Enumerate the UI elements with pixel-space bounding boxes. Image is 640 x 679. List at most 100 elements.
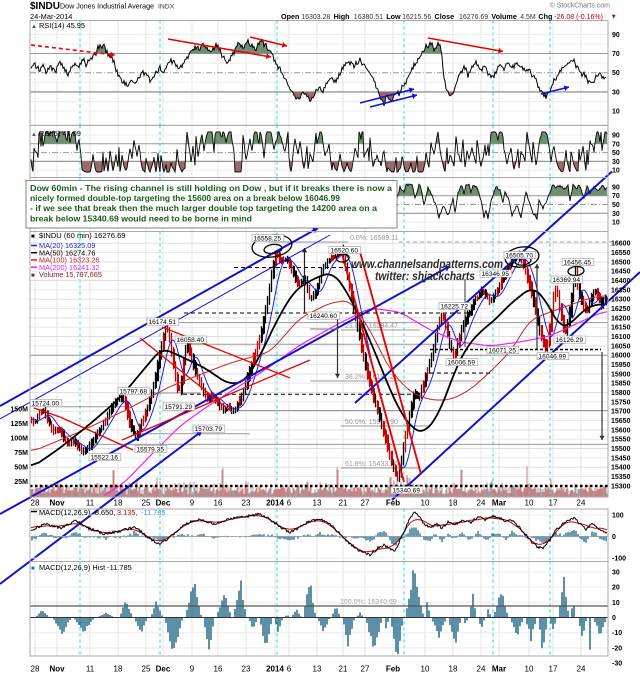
svg-text:30: 30 xyxy=(612,159,620,166)
svg-text:24-Mar-2014: 24-Mar-2014 xyxy=(30,12,72,21)
svg-text:25: 25 xyxy=(142,499,151,508)
svg-text:Dec: Dec xyxy=(156,665,171,674)
svg-text:125M: 125M xyxy=(10,421,28,428)
svg-text:16505.70: 16505.70 xyxy=(506,253,534,260)
svg-text:10: 10 xyxy=(525,499,534,508)
svg-text:16215.56: 16215.56 xyxy=(402,14,431,21)
svg-text:17: 17 xyxy=(549,499,558,508)
svg-text:24: 24 xyxy=(577,665,586,674)
svg-text:© StockCharts.com: © StockCharts.com xyxy=(550,2,611,10)
svg-text:Dec: Dec xyxy=(156,499,171,508)
svg-text:Volume: Volume xyxy=(491,12,516,21)
svg-text:25: 25 xyxy=(142,665,151,674)
svg-text:Low: Low xyxy=(386,12,401,21)
svg-text:- if we see that break then th: - if we see that break then the much lar… xyxy=(30,204,378,213)
svg-text:6: 6 xyxy=(287,499,292,508)
svg-text:90: 90 xyxy=(612,32,620,39)
svg-text:twitter: shjackcharts: twitter: shjackcharts xyxy=(375,269,475,283)
svg-text:23.6%: 16294.47: 23.6%: 16294.47 xyxy=(345,323,398,330)
svg-text:15724.00: 15724.00 xyxy=(32,401,60,408)
svg-text:15750: 15750 xyxy=(611,399,631,406)
svg-text:11: 11 xyxy=(86,499,95,508)
svg-text:24: 24 xyxy=(477,665,486,674)
svg-text:50: 50 xyxy=(612,70,620,77)
svg-text:16046.99: 16046.99 xyxy=(539,354,567,361)
svg-text:10: 10 xyxy=(525,665,534,674)
svg-text:Dow Jones Industrial Average: Dow Jones Industrial Average xyxy=(60,2,154,11)
svg-text:RSI(5) 43.09: RSI(5) 43.09 xyxy=(39,129,81,138)
svg-text:INDX: INDX xyxy=(158,4,175,11)
svg-text:16558.25: 16558.25 xyxy=(254,236,282,243)
svg-text:16520.60: 16520.60 xyxy=(331,248,359,255)
svg-text:-30: -30 xyxy=(612,661,622,668)
svg-text:16346.95: 16346.95 xyxy=(482,271,510,278)
svg-text:11: 11 xyxy=(86,665,95,674)
svg-text:50.0%: 15964.90: 50.0%: 15964.90 xyxy=(345,419,398,426)
svg-text:$INDU (60 min) 16276.69: $INDU (60 min) 16276.69 xyxy=(39,231,126,240)
svg-text:15500: 15500 xyxy=(611,446,631,453)
svg-text:-100: -100 xyxy=(612,556,626,563)
svg-text:15850: 15850 xyxy=(611,381,631,388)
svg-text:16369.94: 16369.94 xyxy=(553,277,581,284)
svg-text:2014: 2014 xyxy=(266,499,284,508)
svg-text:15700: 15700 xyxy=(611,409,631,416)
svg-text:90: 90 xyxy=(612,184,620,191)
svg-text:0.0%: 16589.11: 0.0%: 16589.11 xyxy=(350,235,399,242)
svg-text:Close: Close xyxy=(435,12,455,21)
svg-text:10: 10 xyxy=(612,109,620,116)
svg-text:15340.69: 15340.69 xyxy=(393,488,421,495)
svg-text:16303.28: 16303.28 xyxy=(301,14,330,21)
svg-text:Open: Open xyxy=(281,12,299,21)
svg-text:MA(20) 16325.09: MA(20) 16325.09 xyxy=(39,241,95,250)
svg-text:Nov: Nov xyxy=(49,665,65,674)
svg-text:10: 10 xyxy=(612,600,620,607)
svg-text:16050: 16050 xyxy=(611,343,631,350)
svg-text:■: ■ xyxy=(31,234,35,240)
svg-text:16100: 16100 xyxy=(611,334,631,341)
svg-text:9: 9 xyxy=(190,665,195,674)
svg-text:16126.29: 16126.29 xyxy=(556,337,584,344)
svg-text:$INDU: $INDU xyxy=(30,1,60,12)
svg-text:15522.16: 15522.16 xyxy=(91,455,119,462)
svg-text:-11.785: -11.785 xyxy=(141,508,166,517)
svg-text:30: 30 xyxy=(612,89,620,96)
svg-text:16174.51: 16174.51 xyxy=(149,319,177,326)
svg-text:30: 30 xyxy=(612,569,620,576)
svg-text:-26.08 (-0.16%): -26.08 (-0.16%) xyxy=(554,14,603,21)
svg-text:Nov: Nov xyxy=(49,499,65,508)
svg-text:▼: ▼ xyxy=(611,14,617,21)
svg-text:-10: -10 xyxy=(612,630,622,637)
svg-text:0: 0 xyxy=(612,534,616,541)
svg-text:16: 16 xyxy=(214,499,223,508)
svg-text:16: 16 xyxy=(214,665,223,674)
svg-text:21: 21 xyxy=(339,665,348,674)
svg-text:www.channelsandpatterns.com: www.channelsandpatterns.com xyxy=(351,257,503,271)
svg-text:18: 18 xyxy=(114,665,123,674)
svg-text:MA(200) 16241.32: MA(200) 16241.32 xyxy=(39,263,99,272)
svg-text:16250: 16250 xyxy=(611,306,631,313)
svg-text:MA(50) 16274.76: MA(50) 16274.76 xyxy=(39,248,95,257)
svg-text:70: 70 xyxy=(612,141,620,148)
svg-text:-20: -20 xyxy=(612,645,622,652)
svg-text:16450: 16450 xyxy=(611,269,631,276)
svg-text:28: 28 xyxy=(31,499,40,508)
svg-text:Feb: Feb xyxy=(386,499,400,508)
svg-text:50M: 50M xyxy=(14,465,28,472)
svg-text:▲: ▲ xyxy=(31,24,37,30)
svg-text:MA(100) 16323.26: MA(100) 16323.26 xyxy=(39,256,99,265)
svg-text:Feb: Feb xyxy=(386,665,400,674)
svg-text:15703.79: 15703.79 xyxy=(195,426,223,433)
svg-text:break below 15340.69 would nee: break below 15340.69 would need to be bo… xyxy=(30,214,252,223)
svg-text:25M: 25M xyxy=(14,479,28,486)
svg-text:15600: 15600 xyxy=(611,427,631,434)
svg-text:150M: 150M xyxy=(10,407,28,414)
svg-text:4.5M: 4.5M xyxy=(520,14,536,21)
svg-text:24: 24 xyxy=(477,499,486,508)
svg-text:3.135,: 3.135, xyxy=(117,508,138,517)
svg-text:16071.25: 16071.25 xyxy=(489,348,517,355)
svg-text:21: 21 xyxy=(339,499,348,508)
svg-text:100: 100 xyxy=(612,513,624,520)
svg-text:90: 90 xyxy=(612,133,620,140)
svg-text:16400: 16400 xyxy=(611,278,631,285)
svg-text:2014: 2014 xyxy=(266,665,284,674)
